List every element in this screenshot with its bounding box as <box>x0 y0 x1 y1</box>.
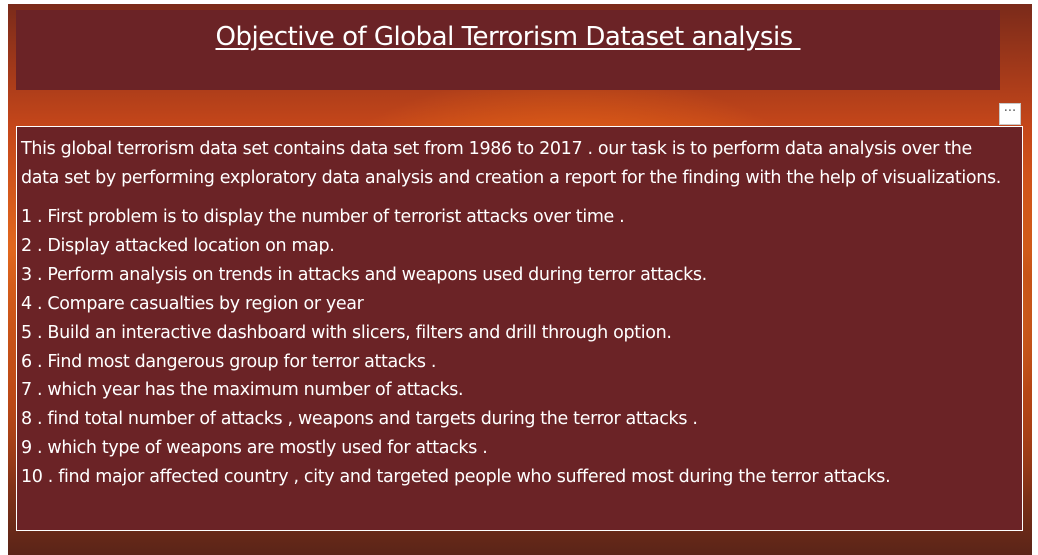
list-item: 9 . which type of weapons are mostly use… <box>21 438 488 459</box>
objectives-textbox[interactable]: This global terrorism data set contains … <box>16 126 1023 531</box>
report-canvas: Objective of Global Terrorism Dataset an… <box>8 4 1032 555</box>
more-options-button[interactable]: ··· <box>999 103 1021 125</box>
intro-paragraph: This global terrorism data set contains … <box>21 139 1001 188</box>
objectives-list: 1 . First problem is to display the numb… <box>21 203 1014 492</box>
list-item: 10 . find major affected country , city … <box>21 467 891 488</box>
list-item: 2 . Display attacked location on map. <box>21 235 335 256</box>
list-item: 5 . Build an interactive dashboard with … <box>21 322 672 343</box>
list-item: 3 . Perform analysis on trends in attack… <box>21 264 707 285</box>
ellipsis-icon: ··· <box>1003 104 1017 119</box>
list-item: 6 . Find most dangerous group for terror… <box>21 351 437 372</box>
list-item: 7 . which year has the maximum number of… <box>21 380 464 401</box>
list-item: 8 . find total number of attacks , weapo… <box>21 409 698 430</box>
list-item: 1 . First problem is to display the numb… <box>21 207 625 227</box>
list-item: 4 . Compare casualties by region or year <box>21 293 364 314</box>
title-textbox[interactable]: Objective of Global Terrorism Dataset an… <box>16 10 1000 90</box>
page-title: Objective of Global Terrorism Dataset an… <box>215 22 801 52</box>
